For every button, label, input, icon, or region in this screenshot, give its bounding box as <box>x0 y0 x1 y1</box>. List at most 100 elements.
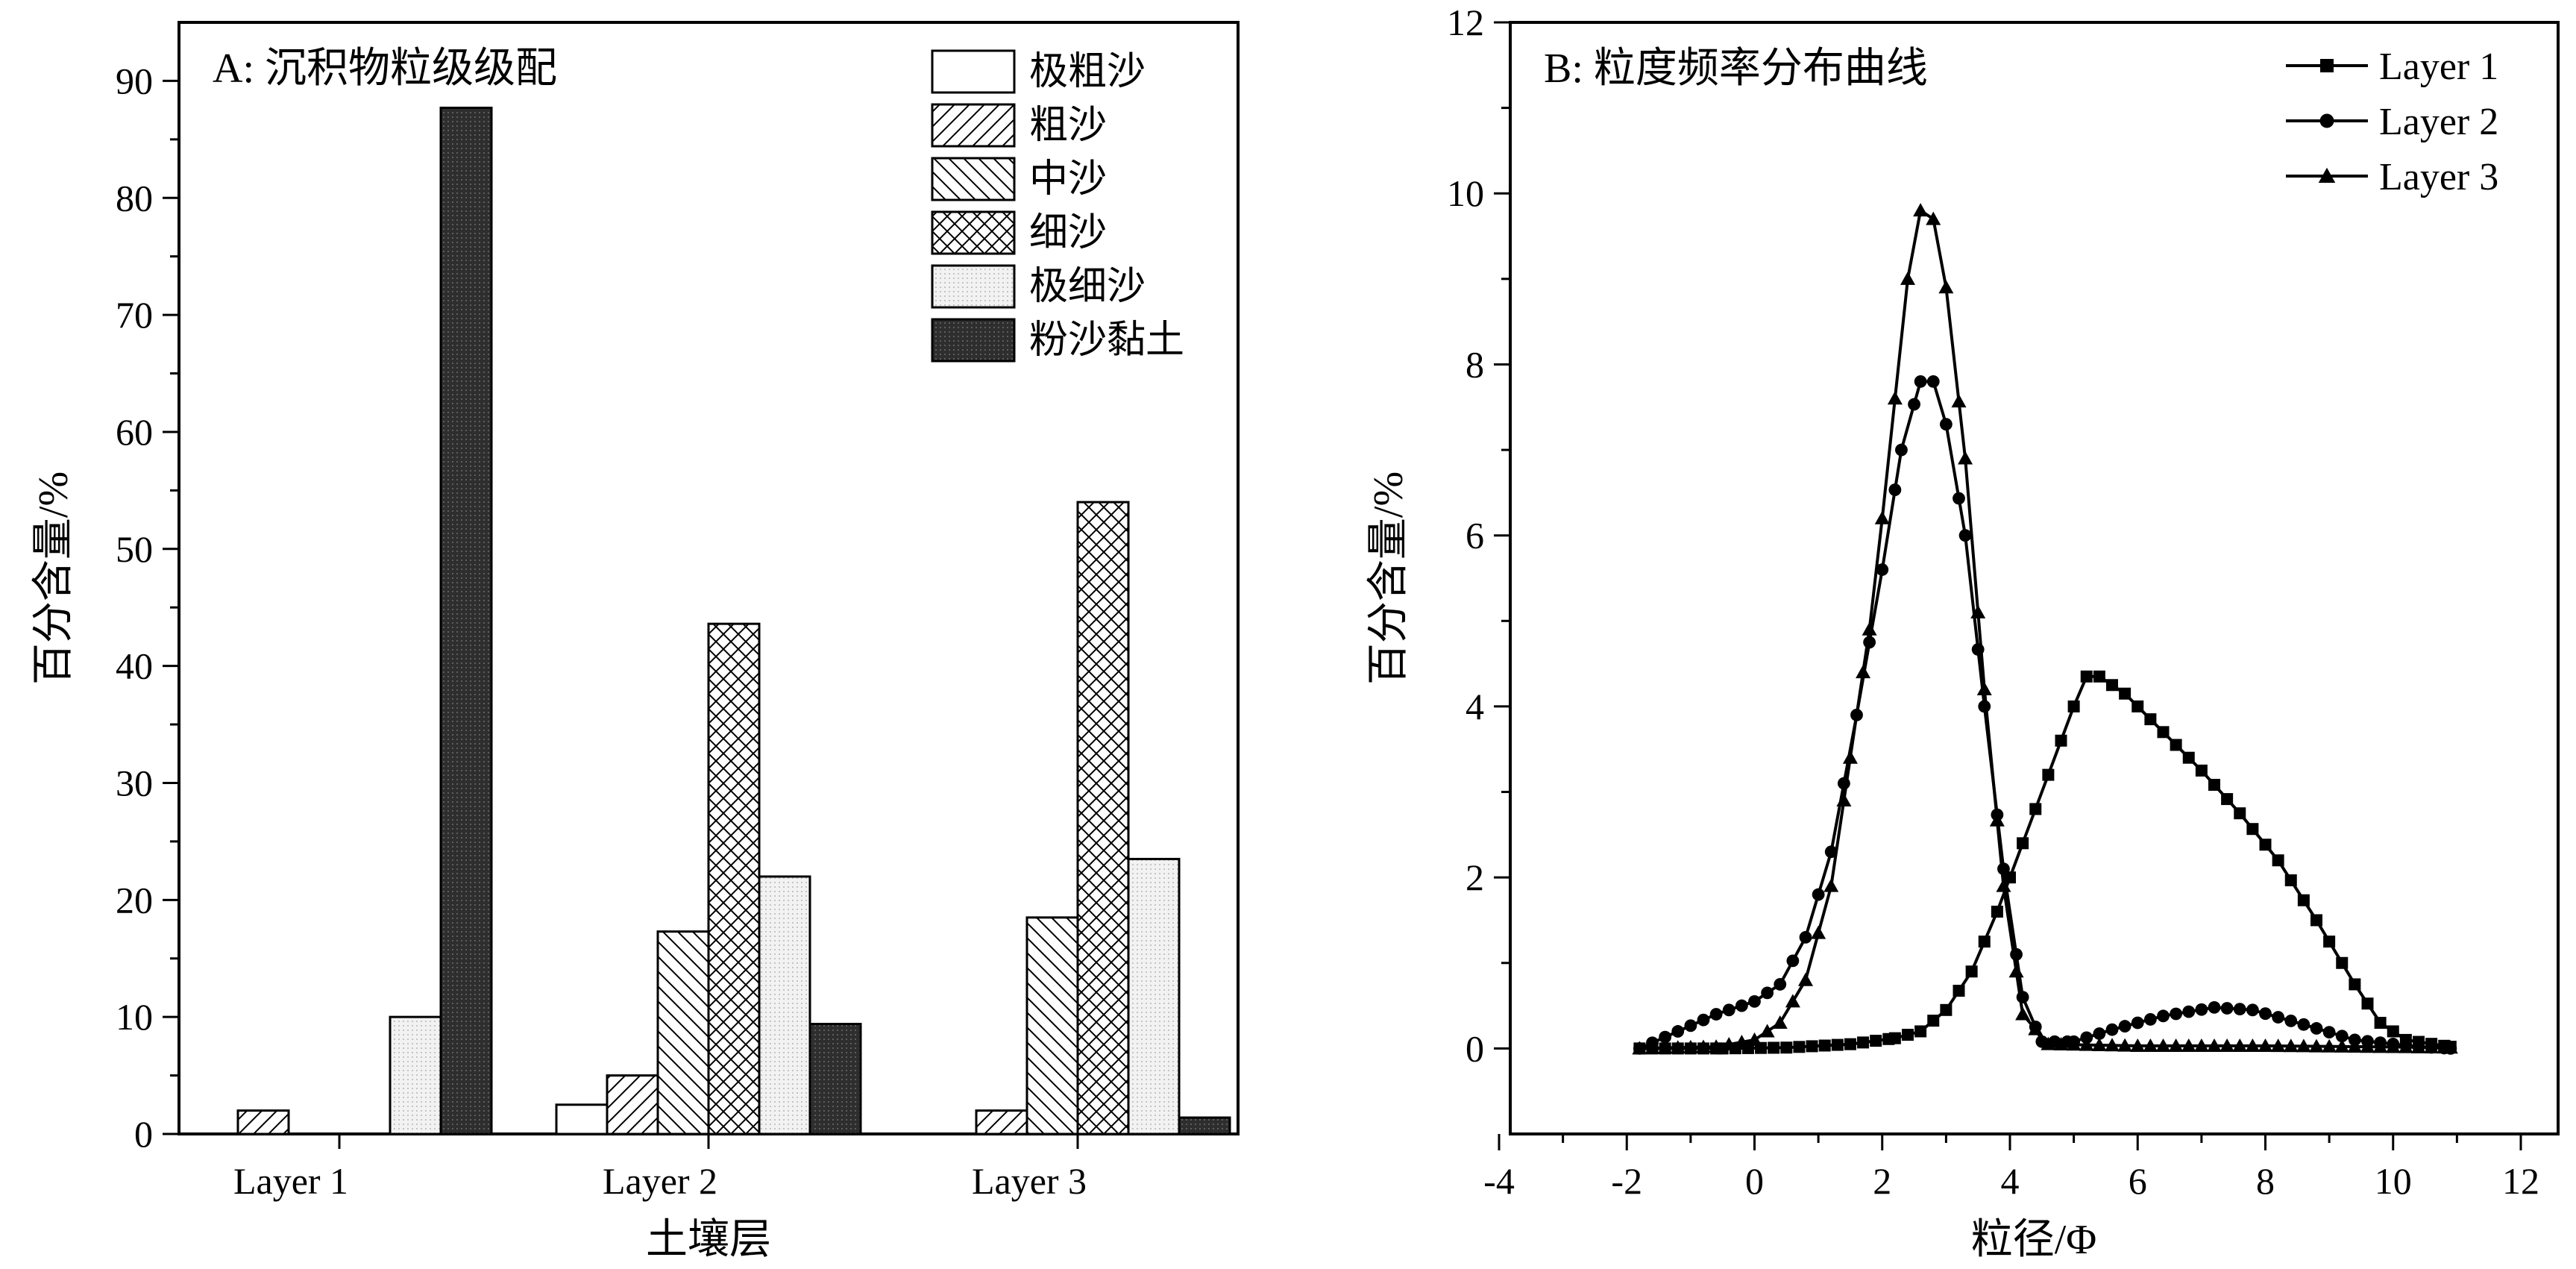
x-tick-label: -2 <box>1611 1160 1642 1202</box>
circle-marker <box>2335 1030 2349 1043</box>
x-tick-label: -4 <box>1483 1160 1515 1202</box>
y-tick-label: 20 <box>116 879 153 921</box>
circle-marker <box>1659 1030 1672 1044</box>
triangle-marker <box>1632 1041 1647 1055</box>
triangle-marker <box>2309 1038 2324 1053</box>
square-marker <box>1953 985 1965 997</box>
triangle-marker <box>1989 812 2005 827</box>
panel-b-frame <box>1509 21 2560 1135</box>
circle-marker <box>1953 492 1965 505</box>
triangle-marker <box>1862 621 1877 636</box>
triangle-marker <box>1970 604 1986 618</box>
legend-label: 粉沙黏土 <box>1029 319 1184 362</box>
y-tick-label: 80 <box>116 177 153 219</box>
triangle-marker <box>2091 1037 2107 1051</box>
series-layer-1 <box>1633 670 2457 1055</box>
square-marker <box>2017 837 2029 850</box>
bar <box>758 875 811 1135</box>
circle-marker <box>1697 1013 1710 1027</box>
circle-marker <box>1684 1019 1697 1033</box>
square-marker <box>2361 997 2374 1010</box>
circle-marker <box>2284 1015 2298 1027</box>
bar <box>1025 916 1079 1135</box>
circle-marker <box>1876 563 1889 576</box>
panel-a-title: A: 沉积物粒级级配 <box>213 46 557 92</box>
panel-a-xlabel: 土壤层 <box>646 1217 771 1263</box>
circle-marker <box>2297 1018 2310 1031</box>
square-marker <box>1806 1040 1818 1053</box>
triangle-marker <box>2411 1039 2426 1053</box>
triangle-marker <box>1996 878 2011 892</box>
circle-marker <box>2105 1023 2119 1036</box>
square-marker <box>2310 914 2322 927</box>
circle-marker <box>2131 1016 2144 1030</box>
triangle-marker <box>1721 1037 1737 1051</box>
legend-swatch <box>931 318 1016 363</box>
triangle-marker <box>1938 280 1954 294</box>
circle-marker <box>1709 1008 1723 1021</box>
legend-label: 粗沙 <box>1029 104 1107 147</box>
panel-b-xlabel: 粒径/Φ <box>1971 1217 2097 1263</box>
triangle-marker <box>2372 1039 2388 1053</box>
triangle-marker <box>1644 1041 1660 1055</box>
triangle-marker <box>2193 1038 2209 1052</box>
triangle-marker <box>2424 1040 2440 1054</box>
triangle-marker <box>2105 1038 2120 1052</box>
square-marker <box>2004 871 2016 884</box>
square-marker <box>1831 1038 1844 1051</box>
panel-b-title: B: 粒度频率分布曲线 <box>1544 46 1928 92</box>
triangle-marker <box>1811 925 1826 939</box>
square-marker <box>1780 1041 1793 1054</box>
circle-marker <box>2272 1011 2285 1024</box>
triangle-marker <box>2360 1039 2375 1053</box>
triangle-marker <box>1798 972 1813 986</box>
circle-marker <box>1722 1003 1735 1017</box>
y-tick-label: 40 <box>116 645 153 687</box>
square-marker <box>2246 823 2259 836</box>
bar <box>606 1074 659 1135</box>
triangle-marker <box>2053 1036 2069 1050</box>
x-tick-label: Layer 1 <box>233 1160 348 1202</box>
square-marker <box>1888 1032 1901 1044</box>
triangle-marker <box>2443 1040 2458 1054</box>
y-tick-label: 0 <box>1466 1027 1484 1069</box>
series-layer-3 <box>1632 203 2458 1055</box>
square-marker <box>1793 1041 1806 1053</box>
circle-marker <box>2093 1027 2106 1040</box>
bar <box>236 1109 290 1135</box>
square-marker <box>1857 1036 1870 1049</box>
triangle-marker <box>1874 510 1890 524</box>
triangle-marker <box>1958 451 1973 465</box>
square-marker <box>2336 956 2349 969</box>
triangle-marker <box>1759 1024 1775 1038</box>
panel-b-y-axis: 0 2 4 6 8 10 12 <box>1447 1 1510 1069</box>
triangle-marker <box>2028 1021 2043 1035</box>
y-tick-label: 2 <box>1466 856 1484 898</box>
bar <box>1076 501 1130 1135</box>
square-marker <box>1768 1041 1780 1054</box>
square-marker <box>2182 751 2195 764</box>
circle-marker <box>2143 1013 2157 1026</box>
bar <box>555 1103 609 1135</box>
circle-marker <box>1958 529 1972 542</box>
panel-b-legend: Layer 1 Layer 2 Layer 3 <box>2286 46 2498 198</box>
circle-marker <box>2208 1000 2221 1014</box>
triangle-marker <box>2015 1006 2031 1021</box>
x-tick-label: Layer 2 <box>603 1160 717 1202</box>
triangle-marker <box>2385 1039 2401 1053</box>
circle-marker <box>2322 1026 2336 1039</box>
circle-marker <box>1735 999 1748 1012</box>
triangle-marker <box>2117 1038 2133 1052</box>
triangle-marker <box>1836 793 1852 806</box>
triangle-marker <box>1772 1015 1788 1029</box>
triangle-marker <box>1747 1032 1762 1046</box>
square-marker <box>1991 906 2003 918</box>
square-marker <box>2221 793 2234 806</box>
triangle-marker <box>2041 1036 2056 1050</box>
triangle-marker <box>1951 394 1967 408</box>
triangle-marker <box>2008 964 2024 978</box>
square-marker <box>1902 1029 1914 1041</box>
bar <box>656 930 710 1135</box>
triangle-marker <box>2168 1038 2184 1052</box>
circle-marker <box>1824 845 1838 859</box>
